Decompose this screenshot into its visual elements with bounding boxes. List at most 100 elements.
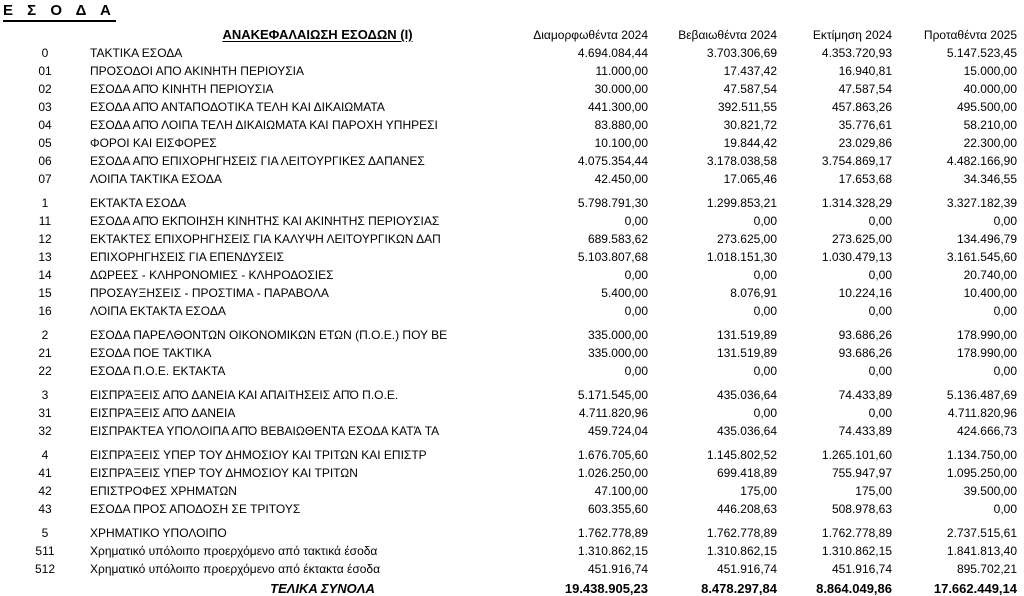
row-value: 273.625,00 (831, 232, 892, 246)
row-code: 4 (41, 448, 49, 462)
row-value: 175,00 (740, 484, 777, 498)
totals-row: ΤΕΛΙΚΑ ΣΥΝΟΛΑ 19.438.905,23 8.478.297,84… (0, 580, 1024, 596)
row-value: 42.450,00 (594, 172, 648, 186)
table-row: 511 Χρηματικό υπόλοιπο προερχόμενο από τ… (0, 542, 1024, 560)
row-value: 1.310.862,15 (706, 544, 777, 558)
row-value: 16.940,81 (838, 64, 892, 78)
row-label: ΤΑΚΤΙΚΑ ΕΣΟΔΑ (90, 46, 183, 60)
row-value: 1.299.853,21 (706, 196, 777, 210)
row-value: 273.625,00 (716, 232, 777, 246)
table-row: 2 ΕΣΟΔΑ ΠΑΡΕΛΘΟΝΤΩΝ ΟΙΚΟΝΟΜΙΚΩΝ ΕΤΩΝ (Π.… (0, 326, 1024, 344)
table-row: 01 ΠΡΟΣΟΔΟΙ ΑΠΟ ΑΚΙΝΗΤΗ ΠΕΡΙΟΥΣΙΑ 11.000… (0, 62, 1024, 80)
row-code: 2 (41, 328, 49, 342)
row-label: ΕΙΣΠΡΆΞΕΙΣ ΥΠΕΡ ΤΟΥ ΔΗΜΟΣΙΟΥ ΚΑΙ ΤΡΙΤΩΝ … (90, 448, 427, 462)
row-value: 0,00 (993, 304, 1017, 318)
row-label: ΕΣΟΔΑ ΠΟΕ ΤΑΚΤΙΚΑ (90, 346, 212, 360)
row-value: 1.310.862,15 (577, 544, 648, 558)
row-code: 13 (38, 250, 52, 264)
page-title: Ε Σ Ο Δ Α (3, 2, 116, 22)
row-code: 43 (38, 502, 52, 516)
row-value: 335.000,00 (587, 328, 648, 342)
table-row: 4 ΕΙΣΠΡΆΞΕΙΣ ΥΠΕΡ ΤΟΥ ΔΗΜΟΣΙΟΥ ΚΑΙ ΤΡΙΤΩ… (0, 446, 1024, 464)
row-value: 83.880,00 (594, 118, 648, 132)
row-value: 1.134.750,00 (946, 448, 1017, 462)
row-value: 11.000,00 (595, 64, 649, 78)
row-value: 19.844,42 (723, 136, 777, 150)
row-label: Χρηματικό υπόλοιπο προερχόμενο από έκτακ… (90, 562, 381, 576)
row-value: 1.145.802,52 (706, 448, 777, 462)
section-title: ΑΝΑΚΕΦΑΛΑΙΩΣΗ ΕΣΟΔΩΝ (Ι) (222, 27, 413, 42)
row-value: 1.762.778,89 (706, 526, 777, 540)
row-value: 20.740,00 (963, 268, 1017, 282)
row-value: 1.841.813,40 (946, 544, 1017, 558)
row-label: ΕΣΟΔΑ ΑΠΌ ΚΙΝΗΤΗ ΠΕΡΙΟΥΣΙΑ (90, 82, 274, 96)
table-row: 31 ΕΙΣΠΡΆΞΕΙΣ ΑΠΌ ΔΑΝΕΙΑ 4.711.820,96 0,… (0, 404, 1024, 422)
row-value: 30.821,72 (723, 118, 777, 132)
row-value: 5.798.791,30 (577, 196, 648, 210)
table-row: 42 ΕΠΙΣΤΡΟΦΕΣ ΧΡΗΜΑΤΩΝ 47.100,00 175,00 … (0, 482, 1024, 500)
row-value: 459.724,04 (587, 424, 648, 438)
row-value: 435.036,64 (716, 424, 777, 438)
table-row: 02 ΕΣΟΔΑ ΑΠΌ ΚΙΝΗΤΗ ΠΕΡΙΟΥΣΙΑ 30.000,00 … (0, 80, 1024, 98)
row-value: 0,00 (868, 268, 892, 282)
row-code: 15 (38, 286, 52, 300)
row-value: 451.916,74 (831, 562, 892, 576)
row-code: 03 (38, 100, 52, 114)
row-code: 22 (38, 364, 52, 378)
totals-value: 8.478.297,84 (701, 581, 777, 596)
table-row: 14 ΔΩΡΕΕΣ - ΚΛΗΡΟΝΟΜΙΕΣ - ΚΛΗΡΟΔΟΣΙΕΣ 0,… (0, 266, 1024, 284)
row-value: 93.686,26 (838, 346, 892, 360)
row-value: 178.990,00 (956, 328, 1017, 342)
row-value: 1.676.705,60 (577, 448, 648, 462)
row-value: 131.519,89 (716, 328, 777, 342)
row-code: 16 (38, 304, 52, 318)
row-value: 1.018.151,30 (706, 250, 777, 264)
row-label: ΕΙΣΠΡΆΞΕΙΣ ΑΠΌ ΔΑΝΕΙΑ (90, 406, 236, 420)
row-value: 10.224,16 (838, 286, 892, 300)
row-value: 446.208,63 (716, 502, 777, 516)
row-code: 512 (34, 562, 56, 576)
table-row: 11 ΕΣΟΔΑ ΑΠΌ ΕΚΠΟΙΗΣΗ ΚΙΝΗΤΗΣ ΚΑΙ ΑΚΙΝΗΤ… (0, 212, 1024, 230)
row-value: 1.762.778,89 (577, 526, 648, 540)
row-code: 5 (41, 526, 49, 540)
row-label: ΔΩΡΕΕΣ - ΚΛΗΡΟΝΟΜΙΕΣ - ΚΛΗΡΟΔΟΣΙΕΣ (90, 268, 334, 282)
totals-code-spacer (0, 580, 90, 596)
table-body: 0 ΤΑΚΤΙΚΑ ΕΣΟΔΑ 4.694.084,44 3.703.306,6… (0, 44, 1024, 578)
row-code: 21 (38, 346, 52, 360)
row-value: 74.433,89 (838, 424, 892, 438)
row-label: ΛΟΙΠΑ ΤΑΚΤΙΚΑ ΕΣΟΔΑ (90, 172, 222, 186)
row-value: 23.029,86 (838, 136, 892, 150)
row-label: ΠΡΟΣΑΥΞΗΣΕΙΣ - ΠΡΟΣΤΙΜΑ - ΠΑΡΑΒΟΛΑ (90, 286, 329, 300)
row-value: 495.500,00 (956, 100, 1017, 114)
row-value: 34.346,55 (963, 172, 1017, 186)
row-value: 40.000,00 (963, 82, 1017, 96)
row-value: 441.300,00 (587, 100, 648, 114)
row-label: ΕΣΟΔΑ ΑΠΌ ΑΝΤΑΠΟΔΟΤΙΚΑ ΤΕΛΗ ΚΑΙ ΔΙΚΑΙΩΜΑ… (90, 100, 385, 114)
row-code: 31 (38, 406, 52, 420)
row-value: 3.703.306,69 (706, 46, 777, 60)
column-header-formed-2024: Διαμορφωθέντα 2024 (533, 28, 648, 42)
row-value: 755.947,97 (831, 466, 892, 480)
column-header-proposed-2025: Προταθέντα 2025 (923, 28, 1017, 42)
row-value: 1.314.328,29 (821, 196, 892, 210)
row-value: 74.433,89 (838, 388, 892, 402)
row-value: 47.587,54 (723, 82, 777, 96)
table-row: 05 ΦΟΡΟΙ ΚΑΙ ΕΙΣΦΟΡΕΣ 10.100,00 19.844,4… (0, 134, 1024, 152)
row-value: 134.496,79 (956, 232, 1017, 246)
row-code: 3 (41, 388, 49, 402)
row-code: 01 (38, 64, 52, 78)
row-value: 0,00 (624, 214, 648, 228)
row-value: 10.100,00 (594, 136, 648, 150)
row-label: ΧΡΗΜΑΤΙΚΟ ΥΠΟΛΟΙΠΟ (90, 526, 227, 540)
table-row: 03 ΕΣΟΔΑ ΑΠΌ ΑΝΤΑΠΟΔΟΤΙΚΑ ΤΕΛΗ ΚΑΙ ΔΙΚΑΙ… (0, 98, 1024, 116)
row-code: 06 (38, 154, 52, 168)
row-value: 3.754.869,17 (821, 154, 892, 168)
row-value: 895.702,21 (956, 562, 1017, 576)
table-row: 41 ΕΙΣΠΡΆΞΕΙΣ ΥΠΕΡ ΤΟΥ ΔΗΜΟΣΙΟΥ ΚΑΙ ΤΡΙΤ… (0, 464, 1024, 482)
row-value: 47.587,54 (838, 82, 892, 96)
row-value: 30.000,00 (594, 82, 648, 96)
table-row: 16 ΛΟΙΠΑ ΕΚΤΑΚΤΑ ΕΣΟΔΑ 0,00 0,00 0,00 0,… (0, 302, 1024, 320)
row-value: 17.437,42 (723, 64, 777, 78)
table-row: 15 ΠΡΟΣΑΥΞΗΣΕΙΣ - ΠΡΟΣΤΙΜΑ - ΠΑΡΑΒΟΛΑ 5.… (0, 284, 1024, 302)
